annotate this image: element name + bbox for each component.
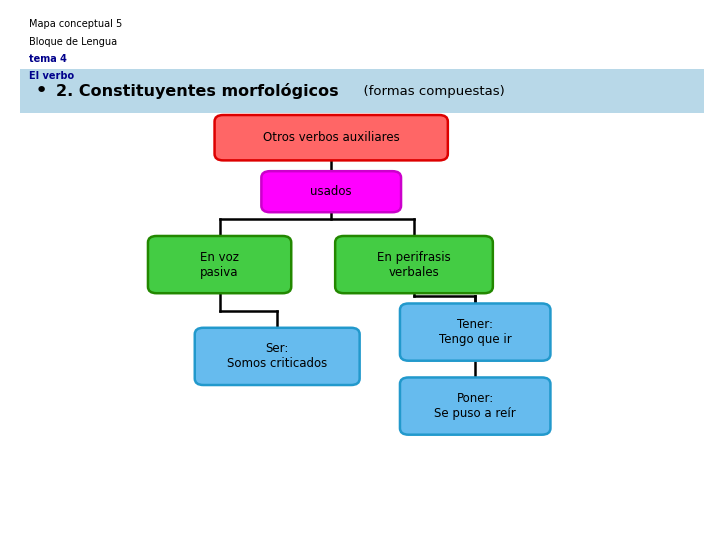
FancyBboxPatch shape xyxy=(335,236,492,293)
Text: Poner:
Se puso a reír: Poner: Se puso a reír xyxy=(434,392,516,420)
FancyBboxPatch shape xyxy=(215,115,448,160)
Text: 2. Constituyentes morfológicos: 2. Constituyentes morfológicos xyxy=(56,83,339,99)
Text: Mapa conceptual 5: Mapa conceptual 5 xyxy=(29,19,122,30)
FancyBboxPatch shape xyxy=(261,171,401,212)
Text: En voz
pasiva: En voz pasiva xyxy=(200,251,239,279)
Text: El verbo: El verbo xyxy=(29,71,74,82)
FancyBboxPatch shape xyxy=(400,377,550,435)
FancyBboxPatch shape xyxy=(400,303,550,361)
Text: (formas compuestas): (formas compuestas) xyxy=(355,85,505,98)
Text: En perifrasis
verbales: En perifrasis verbales xyxy=(377,251,451,279)
Text: Bloque de Lengua: Bloque de Lengua xyxy=(29,37,117,47)
FancyBboxPatch shape xyxy=(20,69,704,113)
FancyBboxPatch shape xyxy=(148,236,291,293)
FancyBboxPatch shape xyxy=(194,328,360,385)
Text: tema 4: tema 4 xyxy=(29,54,67,64)
Text: usados: usados xyxy=(310,185,352,198)
Text: Tener:
Tengo que ir: Tener: Tengo que ir xyxy=(438,318,512,346)
Text: Ser:
Somos criticados: Ser: Somos criticados xyxy=(227,342,328,370)
Text: •: • xyxy=(35,81,48,102)
Text: Otros verbos auxiliares: Otros verbos auxiliares xyxy=(263,131,400,144)
